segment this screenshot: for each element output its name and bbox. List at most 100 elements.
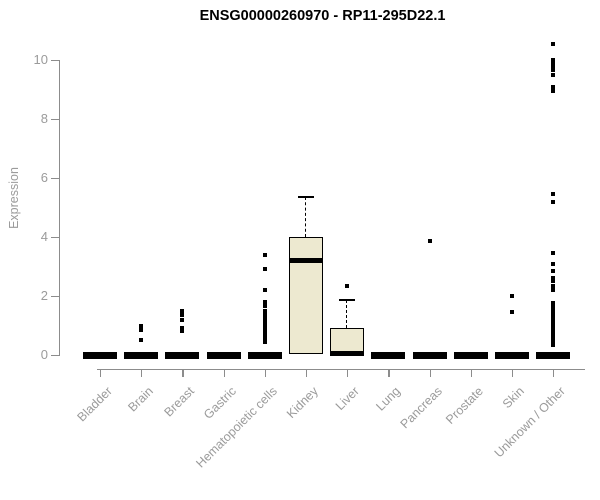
x-axis-tick: [429, 369, 431, 377]
x-axis-line: [97, 369, 585, 371]
category-label: Liver: [333, 384, 363, 414]
outlier-point: [262, 324, 267, 329]
outlier-point: [262, 267, 267, 272]
y-axis-tick: [51, 296, 59, 298]
outlier-point: [262, 333, 267, 338]
outlier-point: [551, 313, 556, 318]
y-axis-tick: [51, 237, 59, 239]
zero-box: [165, 351, 200, 359]
zero-box: [206, 351, 241, 359]
outlier-point: [262, 308, 267, 313]
zero-box: [495, 351, 529, 359]
outlier-point: [551, 304, 556, 309]
outlier-point: [551, 72, 556, 77]
whisker-cap: [298, 196, 314, 199]
zero-box: [371, 351, 406, 359]
outlier-point: [262, 304, 267, 309]
outlier-point: [180, 313, 185, 318]
y-axis-tick: [51, 60, 59, 62]
outlier-point: [551, 301, 556, 306]
outlier-point: [262, 327, 267, 332]
outlier-point: [551, 322, 556, 327]
chart-title: ENSG00000260970 - RP11-295D22.1: [199, 8, 446, 24]
y-tick-label: 0: [40, 347, 48, 362]
outlier-point: [180, 308, 185, 313]
outlier-point: [139, 323, 144, 328]
outlier-point: [551, 41, 556, 46]
y-tick-label: 10: [33, 52, 48, 67]
outlier-point: [139, 338, 144, 343]
outlier-point: [262, 322, 267, 327]
x-axis-tick: [100, 369, 102, 377]
y-axis-tick: [51, 178, 59, 180]
zero-box: [536, 351, 571, 359]
box: [289, 237, 323, 354]
y-tick-label: 8: [40, 111, 48, 126]
outlier-point: [551, 339, 556, 344]
x-axis-tick: [512, 369, 514, 377]
outlier-point: [427, 239, 432, 244]
outlier-point: [551, 316, 556, 321]
outlier-point: [551, 199, 556, 204]
zero-box: [412, 351, 447, 359]
median-line: [330, 351, 365, 357]
outlier-point: [345, 283, 350, 288]
outlier-point: [551, 268, 556, 273]
category-label: Unknown / Other: [491, 384, 569, 461]
category-label: Bladder: [74, 384, 115, 425]
outlier-point: [262, 330, 267, 335]
x-axis-tick: [306, 369, 308, 377]
outlier-point: [551, 336, 556, 341]
outlier-point: [510, 294, 514, 298]
upper-whisker: [305, 197, 307, 237]
outlier-point: [551, 88, 556, 93]
zero-box: [453, 351, 488, 359]
zero-box: [83, 351, 117, 359]
outlier-point: [180, 317, 185, 322]
outlier-point: [551, 319, 556, 324]
outlier-point: [551, 192, 556, 197]
outlier-point: [551, 327, 556, 332]
x-axis-tick: [223, 369, 225, 377]
outlier-point: [551, 279, 556, 284]
whisker-cap: [339, 299, 356, 302]
x-axis-tick: [141, 369, 143, 377]
outlier-point: [262, 313, 267, 318]
y-axis-tick: [51, 119, 59, 121]
outlier-point: [262, 252, 267, 257]
outlier-point: [551, 68, 556, 73]
x-axis-tick: [470, 369, 472, 377]
outlier-point: [180, 329, 185, 334]
category-label: Gastric: [200, 384, 239, 422]
zero-box: [124, 351, 159, 359]
outlier-point: [551, 58, 556, 62]
outlier-point: [551, 342, 556, 347]
outlier-point: [551, 324, 556, 329]
category-label: Lung: [373, 384, 404, 414]
outlier-point: [551, 276, 556, 281]
outlier-point: [551, 62, 556, 67]
outlier-point: [510, 310, 514, 315]
category-label: Pancreas: [397, 384, 445, 432]
outlier-point: [551, 251, 556, 256]
outlier-point: [139, 327, 144, 332]
outlier-point: [262, 339, 267, 344]
outlier-point: [180, 326, 185, 331]
outlier-point: [551, 307, 556, 312]
y-tick-label: 2: [40, 288, 48, 303]
outlier-point: [262, 288, 267, 293]
x-axis-tick: [553, 369, 555, 377]
x-axis-tick: [347, 369, 349, 377]
category-label: Prostate: [442, 384, 486, 427]
outlier-point: [262, 336, 267, 341]
outlier-point: [262, 299, 267, 304]
category-label: Skin: [499, 384, 527, 412]
outlier-point: [262, 319, 267, 324]
zero-box: [247, 351, 282, 359]
y-tick-label: 6: [40, 170, 48, 185]
x-axis-tick: [388, 369, 390, 377]
median-line: [289, 258, 323, 264]
outlier-point: [551, 261, 556, 266]
